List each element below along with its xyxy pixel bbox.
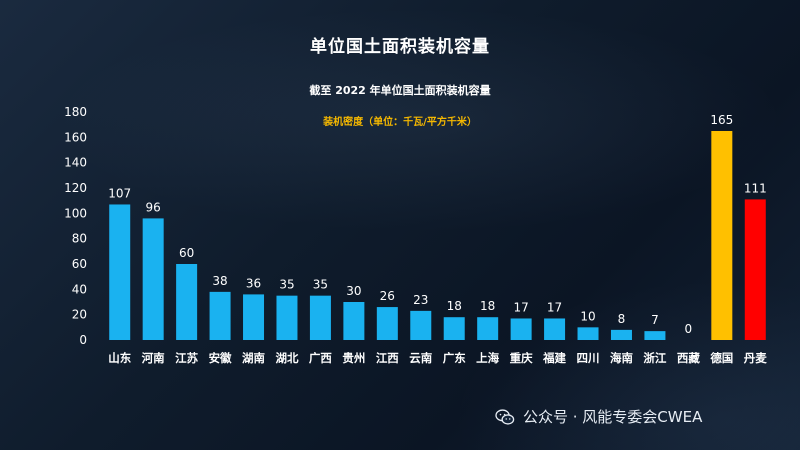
data-label-5: 35 — [279, 278, 294, 292]
category-label-15: 海南 — [610, 351, 633, 365]
y-tick-label-6: 120 — [64, 181, 87, 195]
category-label-10: 广东 — [443, 351, 466, 365]
y-tick-label-3: 60 — [72, 257, 87, 271]
bar-1 — [142, 218, 164, 340]
category-label-9: 云南 — [409, 351, 432, 365]
data-label-1: 96 — [146, 200, 161, 214]
y-tick-label-9: 180 — [64, 105, 87, 119]
y-tick-label-2: 40 — [72, 282, 87, 296]
watermark-text: 公众号 · 风能专委会CWEA — [523, 408, 703, 426]
y-tick-label-5: 100 — [64, 206, 87, 220]
page-title: 单位国土面积装机容量 — [310, 37, 490, 57]
data-label-12: 17 — [513, 300, 528, 314]
chart-unit-label: 装机密度（单位：千瓦/平方千米） — [323, 117, 477, 128]
category-label-16: 浙江 — [643, 351, 666, 365]
watermark: 公众号 · 风能专委会CWEA — [495, 406, 702, 427]
category-label-3: 安徽 — [209, 351, 232, 365]
chart-title: 截至 2022 年单位国土面积装机容量 — [309, 84, 491, 97]
data-label-4: 36 — [246, 276, 261, 290]
bar-6 — [309, 295, 331, 340]
category-label-11: 上海 — [476, 351, 499, 365]
category-label-7: 贵州 — [342, 351, 365, 365]
bar-8 — [376, 307, 398, 340]
category-label-2: 江苏 — [175, 351, 198, 365]
data-label-6: 35 — [313, 278, 328, 292]
bar-9 — [410, 310, 432, 340]
category-label-19: 丹麦 — [744, 351, 767, 365]
category-label-12: 重庆 — [510, 351, 533, 365]
bar-5 — [276, 295, 298, 340]
data-label-3: 38 — [212, 274, 227, 288]
bar-18 — [711, 131, 733, 340]
bar-7 — [343, 302, 365, 340]
category-label-18: 德国 — [709, 351, 733, 365]
data-label-17: 0 — [685, 322, 693, 336]
category-label-1: 河南 — [142, 351, 165, 365]
data-label-7: 30 — [346, 284, 361, 298]
data-label-11: 18 — [480, 299, 495, 313]
category-label-5: 湖北 — [275, 351, 298, 365]
data-label-13: 17 — [547, 300, 562, 314]
bar-19 — [744, 199, 766, 340]
data-label-19: 111 — [744, 181, 767, 195]
data-label-8: 26 — [380, 289, 395, 303]
data-label-9: 23 — [413, 293, 428, 307]
bar-3 — [209, 291, 231, 340]
category-label-14: 四川 — [577, 351, 600, 365]
y-tick-label-4: 80 — [72, 232, 87, 246]
category-label-8: 江西 — [376, 351, 399, 365]
bar-0 — [109, 204, 131, 340]
category-label-13: 福建 — [542, 351, 566, 365]
category-label-6: 广西 — [309, 351, 332, 365]
category-label-4: 湖南 — [242, 351, 265, 365]
bar-4 — [243, 294, 265, 340]
data-label-10: 18 — [447, 299, 462, 313]
bar-13 — [544, 318, 566, 340]
data-label-2: 60 — [179, 246, 194, 260]
data-label-16: 7 — [651, 313, 659, 327]
y-tick-label-0: 0 — [79, 333, 87, 347]
data-label-15: 8 — [618, 312, 626, 326]
bar-2 — [176, 264, 198, 340]
y-tick-label-8: 160 — [64, 130, 87, 144]
bar-14 — [577, 327, 599, 340]
data-label-18: 165 — [710, 113, 733, 127]
category-label-17: 西藏 — [677, 351, 700, 365]
bar-12 — [510, 318, 532, 340]
data-label-14: 10 — [580, 309, 595, 323]
y-tick-label-7: 140 — [64, 156, 87, 170]
bar-11 — [477, 317, 499, 340]
bar-16 — [644, 331, 666, 340]
wechat-icon — [495, 408, 515, 425]
data-label-0: 107 — [108, 186, 131, 200]
y-tick-label-1: 20 — [72, 308, 87, 322]
category-label-0: 山东 — [108, 351, 131, 365]
bar-10 — [443, 317, 465, 340]
bar-15 — [610, 329, 632, 340]
